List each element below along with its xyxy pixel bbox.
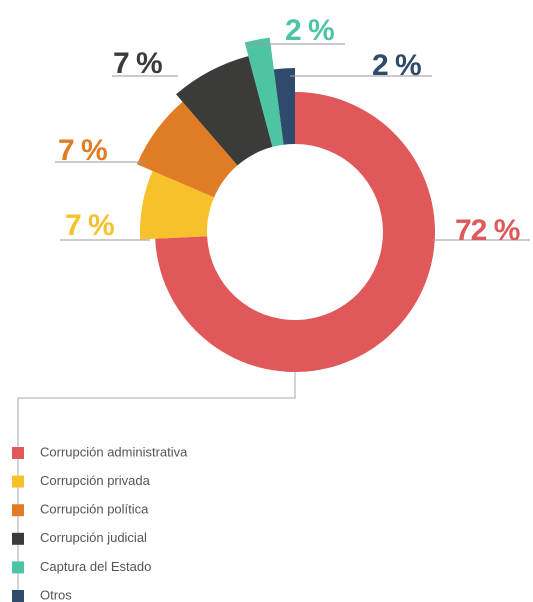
slice — [273, 68, 295, 145]
slice — [244, 37, 284, 147]
legend-label: Corrupción privada — [40, 473, 151, 488]
legend-label: Otros — [40, 587, 72, 602]
slice — [155, 92, 436, 373]
value-label: 7 % — [113, 47, 162, 80]
legend-swatch — [12, 561, 24, 574]
legend-swatch — [12, 532, 24, 545]
legend-label: Corrupción administrativa — [40, 444, 188, 459]
slice — [176, 56, 273, 166]
value-label: 2 % — [285, 14, 334, 47]
legend-swatch — [12, 447, 24, 459]
legend-swatch — [12, 504, 24, 517]
slice — [140, 170, 215, 240]
value-label: 2 % — [372, 49, 421, 82]
value-label: 7 % — [65, 209, 114, 242]
slice — [136, 101, 238, 198]
legend-connector — [17, 372, 296, 602]
value-label: 7 % — [58, 134, 107, 167]
legend-swatch — [12, 475, 24, 488]
legend-label: Corrupción judicial — [40, 530, 147, 545]
value-label: 72 % — [455, 214, 520, 247]
legend-label: Corrupción política — [40, 502, 149, 517]
legend-swatch — [12, 590, 24, 602]
legend-label: Captura del Estado — [40, 559, 151, 574]
